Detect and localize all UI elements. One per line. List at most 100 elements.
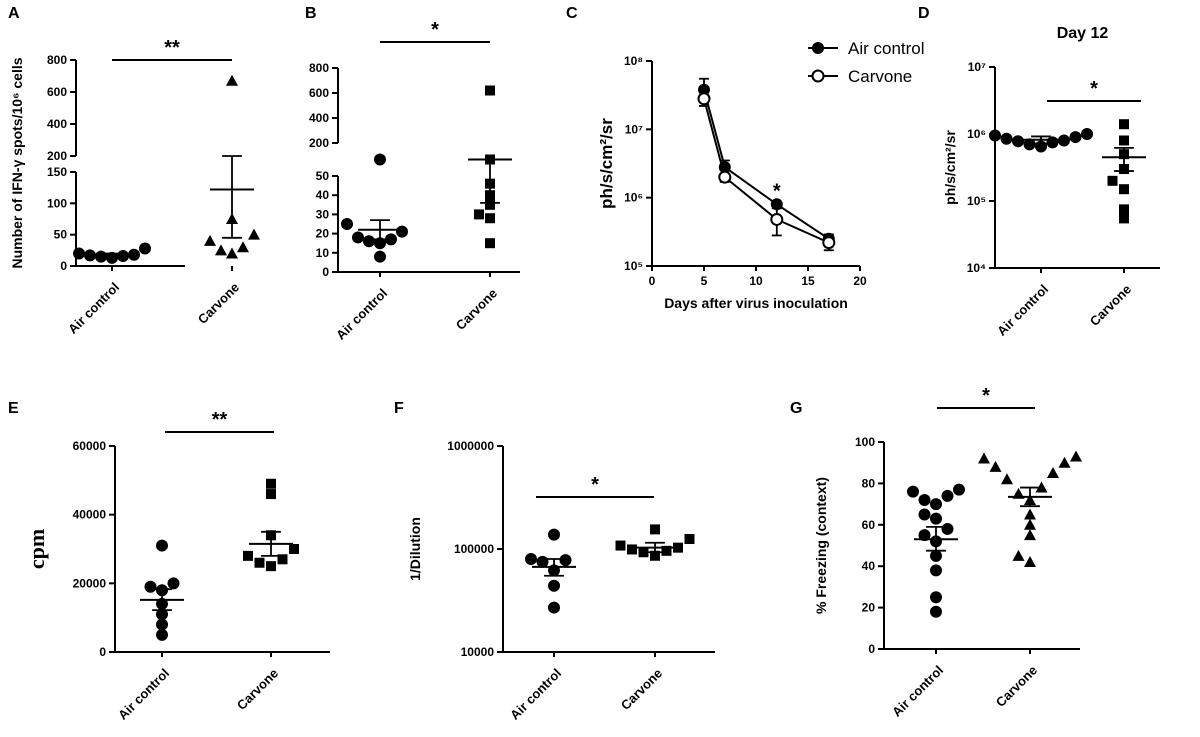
panel-D-category-label: Air control <box>994 282 1051 339</box>
panel-G-point <box>1012 549 1025 561</box>
panel-C-y-tick-label: 10⁷ <box>625 122 643 136</box>
panel-C-x-tick-label: 20 <box>853 274 867 288</box>
panel-C-legend-marker <box>811 69 825 83</box>
panel-A-tick-label: 50 <box>54 228 68 242</box>
panel-B-point <box>363 235 375 248</box>
panel-G-y-tick-label: 0 <box>868 642 875 656</box>
panel-A-point <box>139 242 151 255</box>
panel-E-point <box>156 628 168 641</box>
panel-A-tick-label: 800 <box>47 53 67 67</box>
panel-G-point <box>918 529 931 542</box>
panel-label-C: C <box>566 5 578 22</box>
panel-E-point <box>167 577 180 590</box>
panel-D-point <box>1119 135 1129 146</box>
panel-F-point <box>548 601 560 614</box>
panel-B-point <box>374 250 386 263</box>
panel-A-tick-label: 600 <box>47 85 67 99</box>
panel-F-point <box>548 579 560 592</box>
panel-E-point <box>266 489 276 500</box>
panel-G-point <box>1024 556 1036 568</box>
panel-B-point <box>396 225 408 238</box>
panel-B-tick-label: 50 <box>316 169 330 183</box>
panel-G-significance: * <box>982 385 990 407</box>
panel-C-point <box>770 198 783 211</box>
panel-C-annotation: * <box>773 181 781 203</box>
panel-D-point <box>1107 175 1118 186</box>
panel-label-F: F <box>394 400 404 417</box>
panel-C-y-tick-label: 10⁵ <box>624 259 643 273</box>
panel-G-point <box>918 508 931 521</box>
panel-D-point <box>1119 184 1129 195</box>
panel-B-point <box>374 153 386 166</box>
panel-F-y-label: 1/Dilution <box>407 517 423 581</box>
panel-G-y-tick-label: 20 <box>862 601 876 615</box>
panel-B-tick-label: 40 <box>316 188 330 202</box>
panel-B-tick-label: 20 <box>316 227 330 241</box>
panel-F-point <box>525 552 537 565</box>
panel-C-x-label: Days after virus inoculation <box>664 295 848 311</box>
panel-D-point <box>1046 136 1059 149</box>
panel-D-y-tick-label: 10⁷ <box>968 60 986 74</box>
panel-G-point <box>1024 508 1036 520</box>
panel-B-tick-label: 600 <box>309 86 329 100</box>
panel-E-point <box>243 550 253 561</box>
panel-C-y-label: ph/s/cm²/sr <box>597 118 616 209</box>
panel-F-y-tick-label: 1000000 <box>447 439 494 453</box>
panel-F-point <box>615 540 626 551</box>
panel-E-y-tick-label: 60000 <box>73 439 107 453</box>
panel-G-point <box>978 452 990 464</box>
panel-E-point <box>266 561 276 572</box>
panel-label-A: A <box>8 5 20 22</box>
panel-E-point <box>277 554 288 565</box>
panel-D-point <box>1119 119 1129 130</box>
panel-B-category-label: Carvone <box>453 286 500 333</box>
panel-B-significance: * <box>431 19 439 41</box>
panel-G-y-tick-label: 80 <box>862 476 876 490</box>
panel-B-point <box>485 213 495 224</box>
panel-G-point <box>941 489 954 502</box>
panel-A-point <box>204 234 216 246</box>
panel-F-category-label: Carvone <box>618 666 665 713</box>
panel-G-category-label: Carvone <box>993 663 1040 710</box>
panel-C-y-tick-label: 10⁶ <box>624 191 643 205</box>
panel-E-significance: ** <box>212 409 228 431</box>
panel-A-category-label: Air control <box>65 280 122 337</box>
panel-A-tick-label: 400 <box>47 117 67 131</box>
panel-C-y-tick-label: 10⁸ <box>624 54 643 68</box>
panel-E-category-label: Carvone <box>234 666 281 713</box>
panel-A-category-label: Carvone <box>195 280 242 327</box>
panel-F-point <box>684 534 695 545</box>
panel-G-point <box>930 498 942 511</box>
panel-C-point <box>718 170 732 184</box>
panel-C-legend-label: Carvone <box>848 67 912 86</box>
panel-G-y-tick-label: 60 <box>862 518 876 532</box>
panel-G-point <box>930 512 942 525</box>
panel-E-y-tick-label: 0 <box>99 645 106 659</box>
panel-B-tick-label: 400 <box>309 111 329 125</box>
panel-E-y-label: cpm <box>24 529 49 569</box>
panel-A-tick-label: 0 <box>60 259 67 273</box>
panel-D-title: Day 12 <box>1057 25 1109 42</box>
panel-B-point <box>341 218 353 230</box>
panel-A-tick-label: 200 <box>47 149 67 163</box>
panel-D-point <box>1119 204 1129 215</box>
panel-A-point <box>226 247 238 259</box>
panel-F-point <box>548 528 560 541</box>
panel-E-point <box>254 557 265 568</box>
panel-C-legend-label: Air control <box>848 39 925 58</box>
panel-G-y-tick-label: 40 <box>862 559 876 573</box>
panel-G-point <box>930 591 942 604</box>
panel-F-point <box>536 555 549 568</box>
panel-F-y-tick-label: 100000 <box>454 542 494 556</box>
panel-E-point <box>144 580 157 593</box>
panel-E-y-tick-label: 20000 <box>73 576 107 590</box>
panel-G-point <box>930 605 942 618</box>
panel-A-significance: ** <box>164 37 180 59</box>
panel-label-E: E <box>8 400 19 417</box>
panel-A-point <box>248 228 260 240</box>
panel-C-point <box>822 236 836 250</box>
panel-G-y-tick-label: 100 <box>855 435 875 449</box>
panel-F-point <box>638 547 649 558</box>
panel-G-point <box>1024 529 1036 541</box>
